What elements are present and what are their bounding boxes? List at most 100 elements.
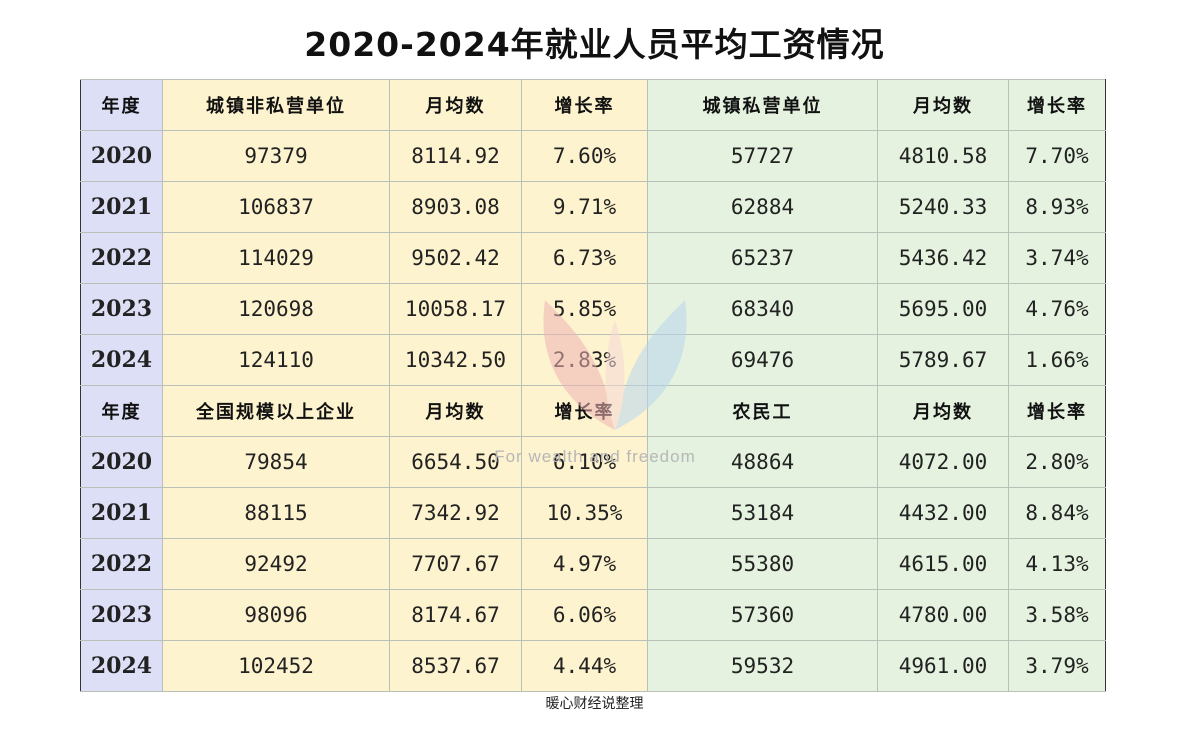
year-cell: 2020 [80, 436, 163, 488]
value-cell: 57360 [647, 589, 878, 641]
value-cell: 10058.17 [389, 283, 522, 335]
value-cell: 7.60% [521, 130, 648, 182]
table-row: 2021 88115 7342.92 10.35% 53184 4432.00 8.84% [80, 487, 1106, 539]
value-cell: 102452 [162, 640, 390, 692]
value-cell: 8903.08 [389, 181, 522, 233]
column-header: 农民工 [647, 385, 878, 437]
column-header: 全国规模以上企业 [162, 385, 390, 437]
value-cell: 4.44% [521, 640, 648, 692]
value-cell: 6.73% [521, 232, 648, 284]
value-cell: 7707.67 [389, 538, 522, 590]
header-row: 年度 全国规模以上企业 月均数 增长率 农民工 月均数 增长率 [80, 385, 1106, 437]
value-cell: 5240.33 [877, 181, 1009, 233]
value-cell: 4.97% [521, 538, 648, 590]
value-cell: 3.58% [1008, 589, 1106, 641]
value-cell: 9502.42 [389, 232, 522, 284]
value-cell: 68340 [647, 283, 878, 335]
wage-table: 年度 城镇非私营单位 月均数 增长率 城镇私营单位 月均数 增长率 2020 97379 8114… [80, 79, 1106, 692]
value-cell: 3.74% [1008, 232, 1106, 284]
source-footer: 暖心财经说整理 [545, 696, 644, 712]
table-row: 2023 98096 8174.67 6.06% 57360 4780.00 3.58% [80, 589, 1106, 641]
year-cell: 2023 [80, 283, 163, 335]
value-cell: 114029 [162, 232, 390, 284]
value-cell: 124110 [162, 334, 390, 386]
value-cell: 4.13% [1008, 538, 1106, 590]
value-cell: 2.83% [521, 334, 648, 386]
column-header: 月均数 [389, 79, 522, 131]
column-header: 月均数 [877, 79, 1009, 131]
year-cell: 2021 [80, 487, 163, 539]
value-cell: 59532 [647, 640, 878, 692]
value-cell: 62884 [647, 181, 878, 233]
page-title: 2020-2024年就业人员平均工资情况 [304, 25, 885, 64]
column-header: 月均数 [877, 385, 1009, 437]
value-cell: 53184 [647, 487, 878, 539]
year-cell: 2020 [80, 130, 163, 182]
value-cell: 7342.92 [389, 487, 522, 539]
column-header: 年度 [80, 79, 163, 131]
year-cell: 2021 [80, 181, 163, 233]
value-cell: 4432.00 [877, 487, 1009, 539]
value-cell: 97379 [162, 130, 390, 182]
value-cell: 4072.00 [877, 436, 1009, 488]
column-header: 年度 [80, 385, 163, 437]
value-cell: 3.79% [1008, 640, 1106, 692]
value-cell: 5695.00 [877, 283, 1009, 335]
value-cell: 4615.00 [877, 538, 1009, 590]
value-cell: 8.84% [1008, 487, 1106, 539]
table-row: 2023 120698 10058.17 5.85% 68340 5695.00 4.76% [80, 283, 1106, 335]
value-cell: 57727 [647, 130, 878, 182]
table-row: 2021 106837 8903.08 9.71% 62884 5240.33 8.93% [80, 181, 1106, 233]
column-header: 城镇非私营单位 [162, 79, 390, 131]
value-cell: 10342.50 [389, 334, 522, 386]
column-header: 增长率 [1008, 79, 1106, 131]
value-cell: 1.66% [1008, 334, 1106, 386]
column-header: 月均数 [389, 385, 522, 437]
value-cell: 120698 [162, 283, 390, 335]
value-cell: 8.93% [1008, 181, 1106, 233]
year-cell: 2023 [80, 589, 163, 641]
table-row: 2022 92492 7707.67 4.97% 55380 4615.00 4.13% [80, 538, 1106, 590]
table-row: 2024 102452 8537.67 4.44% 59532 4961.00 3.79% [80, 640, 1106, 692]
value-cell: 8114.92 [389, 130, 522, 182]
table-row: 2022 114029 9502.42 6.73% 65237 5436.42 3.74% [80, 232, 1106, 284]
value-cell: 79854 [162, 436, 390, 488]
value-cell: 55380 [647, 538, 878, 590]
value-cell: 5789.67 [877, 334, 1009, 386]
column-header: 城镇私营单位 [647, 79, 878, 131]
value-cell: 6.10% [521, 436, 648, 488]
table-row: 2020 79854 6654.50 6.10% 48864 4072.00 2.80% [80, 436, 1106, 488]
value-cell: 5436.42 [877, 232, 1009, 284]
value-cell: 92492 [162, 538, 390, 590]
year-cell: 2024 [80, 640, 163, 692]
value-cell: 9.71% [521, 181, 648, 233]
value-cell: 88115 [162, 487, 390, 539]
table-row: 2020 97379 8114.92 7.60% 57727 4810.58 7.70% [80, 130, 1106, 182]
value-cell: 4780.00 [877, 589, 1009, 641]
value-cell: 69476 [647, 334, 878, 386]
wage-table-body: 年度 城镇非私营单位 月均数 增长率 城镇私营单位 月均数 增长率 2020 97379 8114… [80, 79, 1106, 692]
column-header: 增长率 [521, 385, 648, 437]
value-cell: 10.35% [521, 487, 648, 539]
value-cell: 65237 [647, 232, 878, 284]
column-header: 增长率 [1008, 385, 1106, 437]
year-cell: 2024 [80, 334, 163, 386]
column-header: 增长率 [521, 79, 648, 131]
value-cell: 48864 [647, 436, 878, 488]
value-cell: 5.85% [521, 283, 648, 335]
value-cell: 2.80% [1008, 436, 1106, 488]
value-cell: 6.06% [521, 589, 648, 641]
value-cell: 106837 [162, 181, 390, 233]
value-cell: 6654.50 [389, 436, 522, 488]
value-cell: 8174.67 [389, 589, 522, 641]
year-cell: 2022 [80, 538, 163, 590]
value-cell: 98096 [162, 589, 390, 641]
year-cell: 2022 [80, 232, 163, 284]
header-row: 年度 城镇非私营单位 月均数 增长率 城镇私营单位 月均数 增长率 [80, 79, 1106, 131]
value-cell: 8537.67 [389, 640, 522, 692]
table-row: 2024 124110 10342.50 2.83% 69476 5789.67 1.66% [80, 334, 1106, 386]
value-cell: 4961.00 [877, 640, 1009, 692]
value-cell: 4810.58 [877, 130, 1009, 182]
value-cell: 7.70% [1008, 130, 1106, 182]
value-cell: 4.76% [1008, 283, 1106, 335]
